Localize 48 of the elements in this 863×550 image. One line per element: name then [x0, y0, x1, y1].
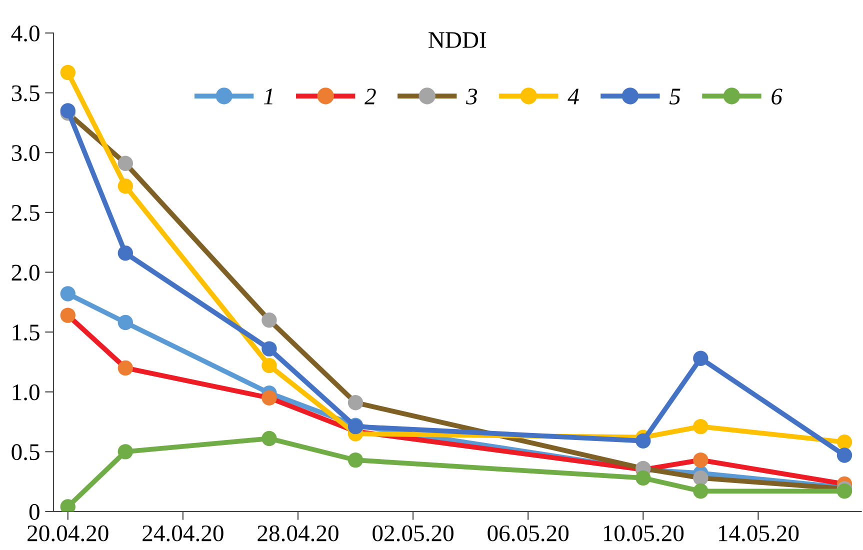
x-tick-label: 10.05.20 — [604, 525, 684, 542]
point — [118, 314, 134, 330]
point — [693, 350, 708, 366]
point — [118, 444, 134, 460]
legend-label: 5 — [670, 88, 680, 105]
point — [262, 312, 277, 328]
point — [636, 433, 651, 449]
legend-label: 2 — [364, 88, 376, 104]
x-tick-label: 20.04.20 — [28, 525, 108, 542]
x-tick-label: 06.05.20 — [488, 525, 569, 542]
y-tick-label: 2.5 — [12, 204, 40, 221]
y-tick-label: 3.0 — [12, 145, 40, 162]
point — [118, 156, 134, 171]
point — [836, 448, 852, 463]
x-tick-label: 02.05.20 — [372, 525, 454, 542]
point — [836, 434, 852, 450]
x-tick-label: 14.05.20 — [718, 525, 799, 542]
point — [262, 430, 277, 446]
y-tick-label: 4.0 — [11, 25, 40, 42]
y-tick-label: 2.0 — [12, 264, 40, 281]
y-tick-label: 1.5 — [12, 324, 40, 341]
y-tick-label: 0.5 — [12, 444, 40, 460]
point — [693, 470, 708, 486]
point — [262, 341, 277, 356]
point — [118, 360, 134, 376]
legend-label: 1 — [264, 88, 272, 104]
legend-label: 6 — [772, 88, 782, 105]
y-tick-label: 1.0 — [12, 384, 40, 400]
point — [348, 395, 364, 410]
point — [348, 452, 364, 468]
legend-label: 3 — [466, 88, 478, 105]
y-tick-label: 0 — [29, 504, 40, 520]
point — [693, 484, 708, 499]
point — [60, 308, 76, 323]
point — [60, 64, 76, 80]
legend-label: 4 — [568, 88, 579, 104]
point — [636, 470, 651, 486]
point — [262, 358, 277, 374]
x-tick-label: 24.04.20 — [142, 525, 224, 542]
point — [693, 452, 708, 468]
point — [693, 418, 708, 434]
chart-title: NDDI — [428, 32, 486, 48]
point — [262, 390, 277, 406]
point — [60, 286, 76, 302]
point — [118, 178, 134, 194]
point — [118, 246, 134, 261]
y-tick-label: 3.5 — [12, 85, 40, 102]
x-tick-label: 28.04.20 — [258, 525, 338, 542]
